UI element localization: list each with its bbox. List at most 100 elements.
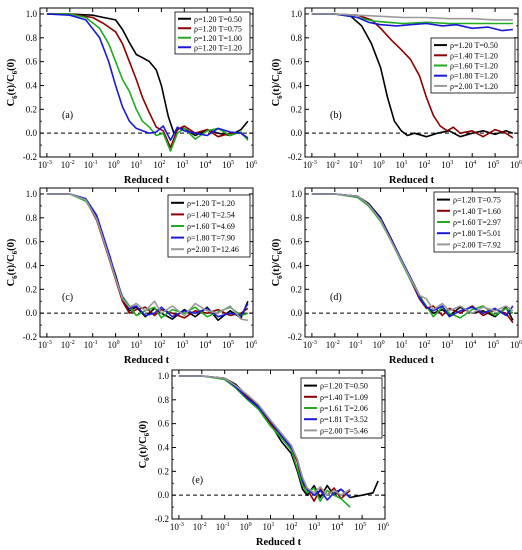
y-tick-label: 1.0 xyxy=(26,189,38,199)
legend-entry-0: ρ=1.20 T=0.50 xyxy=(194,15,242,24)
y-tick-label: 0.6 xyxy=(26,57,38,67)
series-group xyxy=(46,13,249,152)
y-axis-label: C6(t)/C6(0) xyxy=(6,238,19,286)
x-tick-label: 105 xyxy=(487,160,499,170)
legend-entry-4: ρ=2.00 T=5.46 xyxy=(320,426,368,435)
legend-entry-3: ρ=1.81 T=3.52 xyxy=(320,415,368,424)
legend-entry-3: ρ=1.80 T=5.01 xyxy=(453,229,501,238)
legend-entry-4: ρ=2.00 T=12.46 xyxy=(187,245,239,254)
y-tick-label: 0.8 xyxy=(158,395,170,405)
panel-c: -0.2 0.0 0.2 0.4 0.6 0.8 1.0 10-3 10-2 10-1 100 101… xyxy=(6,187,257,366)
y-axis-label: C6(t)/C6(0) xyxy=(271,238,284,286)
x-tick-label: 101 xyxy=(130,340,142,350)
series-group xyxy=(311,193,514,324)
x-tick-label: 105 xyxy=(222,340,234,350)
y-tick-label: 1.0 xyxy=(26,9,38,19)
x-tick-label: 10-3 xyxy=(170,522,184,532)
y-tick-label: 0.8 xyxy=(26,213,38,223)
x-tick-label: 10-2 xyxy=(326,340,340,350)
y-tick-label: 0.6 xyxy=(291,57,303,67)
series-line-1 xyxy=(46,13,249,149)
legend-entry-2: ρ=1.61 T=2.06 xyxy=(320,404,368,413)
legend-entry-4: ρ=2.00 T=7.92 xyxy=(453,240,501,249)
y-tick-label: 0.2 xyxy=(158,466,169,476)
y-tick-label: -0.2 xyxy=(288,332,302,342)
series-line-2 xyxy=(178,375,351,508)
x-tick-label: 104 xyxy=(464,340,476,350)
legend-entry-0: ρ=1.20 T=0.75 xyxy=(453,196,501,205)
x-tick-label: 106 xyxy=(245,340,257,350)
y-tick-label: -0.2 xyxy=(23,332,37,342)
legend-entry-0: ρ=1.20 T=1.20 xyxy=(187,199,235,208)
x-tick-label: 102 xyxy=(153,160,165,170)
y-tick-label: 0.2 xyxy=(26,284,37,294)
y-tick-label: 0.0 xyxy=(291,128,303,138)
y-tick-label: 1.0 xyxy=(158,371,170,381)
x-tick-label: 103 xyxy=(176,160,188,170)
x-tick-label: 100 xyxy=(373,160,385,170)
series-line-3 xyxy=(46,193,249,318)
y-tick-label: 0.6 xyxy=(291,237,303,247)
y-tick-label: 0.6 xyxy=(26,237,38,247)
y-tick-label: 0.4 xyxy=(291,260,303,270)
x-tick-label: 104 xyxy=(331,522,343,532)
x-tick-label: 106 xyxy=(510,340,522,350)
x-tick-label: 10-1 xyxy=(349,340,363,350)
series-line-4 xyxy=(178,375,351,496)
legend-entry-2: ρ=1.60 T=1.20 xyxy=(450,62,498,71)
x-tick-label: 10-1 xyxy=(84,160,98,170)
x-axis-label: Reduced t xyxy=(124,175,170,186)
y-tick-label: 0.4 xyxy=(26,260,38,270)
x-tick-label: 102 xyxy=(285,522,297,532)
x-tick-label: 10-1 xyxy=(84,340,98,350)
x-tick-label: 103 xyxy=(441,340,453,350)
x-tick-label: 100 xyxy=(108,340,120,350)
y-tick-label: 1.0 xyxy=(291,9,303,19)
x-tick-label: 101 xyxy=(262,522,274,532)
x-tick-label: 103 xyxy=(176,340,188,350)
series-line-0 xyxy=(311,13,514,138)
series-line-2 xyxy=(46,13,249,152)
x-tick-label: 106 xyxy=(377,522,389,532)
y-tick-label: 0.8 xyxy=(291,213,303,223)
x-tick-label: 103 xyxy=(308,522,320,532)
legend-entry-0: ρ=1.20 T=0.50 xyxy=(320,382,368,391)
panel-label: (d) xyxy=(330,292,342,303)
legend-entry-2: ρ=1.60 T=2.97 xyxy=(453,218,501,227)
series-line-3 xyxy=(311,13,513,32)
panel-label: (e) xyxy=(192,475,203,486)
legend-entry-1: ρ=1.40 T=1.09 xyxy=(320,393,368,402)
series-line-3 xyxy=(46,13,249,142)
x-tick-label: 104 xyxy=(199,340,211,350)
x-tick-label: 10-2 xyxy=(193,522,207,532)
legend-entry-0: ρ=1.20 T=0.50 xyxy=(450,41,498,50)
legend-entry-2: ρ=1.60 T=4.69 xyxy=(187,222,235,231)
y-tick-label: 0.0 xyxy=(158,490,170,500)
x-axis-label: Reduced t xyxy=(124,355,170,366)
panel-d: -0.2 0.0 0.2 0.4 0.6 0.8 1.0 10-3 10-2 10-1 100 101… xyxy=(271,187,522,366)
panel-a: -0.2 0.0 0.2 0.4 0.6 0.8 1.0 10-3 10-2 10-1 100 101… xyxy=(6,7,257,186)
x-tick-label: 10-1 xyxy=(216,522,230,532)
x-tick-label: 102 xyxy=(418,340,430,350)
x-tick-label: 105 xyxy=(354,522,366,532)
series-line-4 xyxy=(46,193,249,322)
series-line-4 xyxy=(311,13,513,21)
x-tick-label: 102 xyxy=(153,340,165,350)
series-group xyxy=(46,193,249,322)
legend-entry-3: ρ=1.80 T=7.90 xyxy=(187,234,235,243)
x-tick-label: 103 xyxy=(441,160,453,170)
x-tick-label: 100 xyxy=(373,340,385,350)
legend-entry-4: ρ=2.00 T=1.20 xyxy=(450,82,498,91)
y-tick-label: 0.8 xyxy=(291,33,303,43)
y-axis-label: C6(t)/C6(0) xyxy=(271,58,284,106)
panel-label: (a) xyxy=(62,110,73,121)
y-tick-label: 0.4 xyxy=(291,80,303,90)
x-tick-label: 105 xyxy=(487,340,499,350)
x-tick-label: 101 xyxy=(395,340,407,350)
y-tick-label: -0.2 xyxy=(288,152,302,162)
legend-entry-3: ρ=1.80 T=1.20 xyxy=(450,72,498,81)
x-tick-label: 106 xyxy=(245,160,257,170)
x-tick-label: 10-3 xyxy=(303,160,317,170)
x-tick-label: 10-2 xyxy=(61,340,75,350)
